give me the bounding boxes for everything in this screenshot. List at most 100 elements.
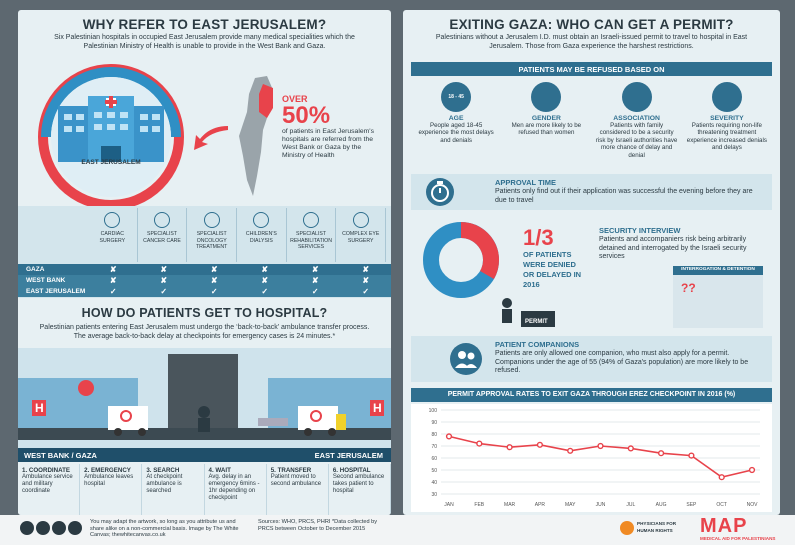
refused-header: PATIENTS MAY BE REFUSED BASED ON (411, 62, 772, 76)
refused-row: 18 - 45 AGE People aged 18-45 experience t… (411, 82, 772, 182)
step-text: Patient moved to second ambulance (270, 474, 322, 487)
region-row: WEST BANK ✘ ✘ ✘ ✘ ✘ ✘ (18, 275, 391, 286)
region-row: GAZA ✘ ✘ ✘ ✘ ✘ ✘ (18, 264, 391, 275)
x-tick-label: AUG (656, 502, 667, 508)
refused-text: Patients requiring non-life threatening … (686, 122, 767, 152)
y-tick-label: 80 (431, 432, 437, 438)
right-intro: Palestinians without a Jerusalem I.D. mu… (435, 34, 748, 50)
region-mark: ✓ (210, 287, 218, 296)
refused-title: AGE (448, 115, 464, 122)
specialty-cell: CARDIAC SURGERY (88, 208, 138, 262)
left-intro: Six Palestinian hospitals in occupied Ea… (54, 34, 355, 50)
refused-title: GENDER (531, 115, 561, 122)
approval-line-chart: 100 90 80 70 60 50 40 30 JAN FEB MAR APR MAY JUN JUL AU… (411, 404, 772, 512)
refused-text: Patients with family considered to be a … (595, 122, 678, 159)
specialties-header: CARDIAC SURGERY SPECIALIST CANCER CARE SPE… (88, 208, 387, 262)
data-point (718, 474, 725, 481)
cc-icon (20, 521, 34, 535)
approval-block: APPROVAL TIME Patients only find out if … (411, 174, 772, 210)
phr-logo-icon (620, 521, 634, 535)
road-right-label: EAST JERUSALEM (314, 451, 383, 460)
step-title: 3. SEARCH (146, 467, 180, 474)
left-title: WHY REFER TO EAST JERUSALEM? (82, 17, 327, 32)
refused-title: SEVERITY (710, 115, 744, 122)
region-mark: ✓ (362, 287, 370, 296)
section2-title: HOW DO PATIENTS GET TO HOSPITAL? (81, 306, 328, 320)
specialty-cell: SPECIALIST REHABILITATION SERVICES (287, 208, 337, 262)
stat-over: OVER (282, 94, 308, 104)
step-cell: 6. HOSPITAL Second ambulance takes patien… (329, 464, 391, 515)
x-tick-label: NOV (747, 502, 759, 508)
region-mark: ✘ (362, 265, 370, 274)
security-text: Patients and accompaniers risk being arb… (599, 236, 747, 260)
step-cell: 4. WAIT Avg. delay in an emergency 6mins … (205, 464, 267, 515)
data-point (748, 466, 756, 474)
companions-title: PATIENT COMPANIONS (495, 340, 580, 349)
data-point (688, 452, 695, 459)
fraction-value: 1/3 (523, 225, 554, 250)
data-point (567, 447, 574, 454)
step-cell: 5. TRANSFER Patient moved to second ambul… (267, 464, 329, 515)
data-point (445, 433, 453, 440)
data-point (658, 450, 665, 457)
region-mark: ✘ (261, 276, 269, 285)
step-title: 6. HOSPITAL (332, 467, 371, 474)
companions-text: Patients are only allowed one companion,… (495, 350, 749, 374)
waiting-patient-illustration: PERMIT (502, 298, 555, 327)
map-sub: MEDICAL AID FOR PALESTINIANS (700, 536, 776, 541)
step-text: Ambulance service and military coordinat… (22, 474, 73, 494)
stat-value: 50% (282, 102, 331, 129)
sources-text: Sources: WHO, PRCS, PHRI *Data collected… (258, 519, 378, 532)
specialty-icon (253, 212, 270, 228)
one-third-donut (423, 222, 499, 298)
specialty-label: COMPLEX EYE SURGERY (342, 231, 380, 244)
section2-intro: Palestinian patients entering East Jerus… (39, 324, 370, 340)
right-panel: EXITING GAZA: WHO CAN GET A PERMIT? Pale… (403, 10, 780, 515)
checkpoint-illustration: H H (18, 348, 391, 448)
specialty-icon (203, 212, 220, 228)
region-mark: ✘ (109, 265, 117, 274)
svg-text:H: H (35, 401, 44, 415)
step-cell: 3. SEARCH At checkpoint ambulance is sear… (142, 464, 205, 515)
region-mark: ✓ (261, 287, 269, 296)
approval-text: Patients only find out if their applicat… (495, 188, 753, 204)
region-mark: ✘ (210, 276, 218, 285)
specialty-cell: CHILDREN'S DIALYSIS (237, 208, 287, 262)
ambulance-right (298, 406, 346, 436)
step-text: At checkpoint ambulance is searched (146, 474, 183, 494)
refused-item: ASSOCIATION Patients with family consider… (592, 82, 682, 182)
region-mark: ✘ (311, 276, 319, 285)
y-tick-label: 40 (431, 480, 437, 486)
security-title: SECURITY INTERVIEW (599, 226, 681, 235)
region-label: WEST BANK (26, 277, 66, 284)
region-mark: ✘ (109, 276, 117, 285)
specialty-cell: SPECIALIST ONCOLOGY TREATMENT (187, 208, 238, 262)
specialty-label: SPECIALIST CANCER CARE (143, 231, 181, 244)
license-text: You may adapt the artwork, so long as yo… (90, 519, 239, 538)
question-marks: ?? (681, 281, 696, 295)
steps-row: 1. COORDINATE Ambulance service and milit… (18, 464, 391, 515)
x-tick-label: JUL (626, 502, 635, 508)
fraction-text: OF PATIENTS WERE DENIED OR DELAYED IN 20… (523, 250, 582, 289)
by-icon (36, 521, 50, 535)
specialty-cell: COMPLEX EYE SURGERY (336, 208, 387, 262)
ambulance-left (108, 406, 148, 436)
region-mark: ✘ (311, 265, 319, 274)
data-point (597, 442, 604, 450)
refused-title: ASSOCIATION (613, 115, 660, 122)
region-row: EAST JERUSALEM ✓ ✓ ✓ ✓ ✓ ✓ (18, 286, 391, 297)
region-mark: ✘ (160, 276, 168, 285)
region-mark: ✓ (160, 287, 168, 296)
x-tick-label: OCT (716, 502, 727, 508)
specialty-icon (104, 212, 121, 228)
companions-icon (450, 343, 482, 375)
step-text: Avg. delay in an emergency 6mins - 1hr d… (208, 474, 260, 501)
step-title: 2. EMERGENCY (84, 467, 131, 474)
refused-icon (711, 82, 742, 112)
region-mark: ✘ (160, 265, 168, 274)
region-label: EAST JERUSALEM (26, 288, 86, 295)
y-tick-label: 90 (431, 420, 437, 426)
x-tick-label: SEP (686, 502, 697, 508)
specialty-label: SPECIALIST ONCOLOGY TREATMENT (196, 231, 228, 250)
x-tick-label: MAR (504, 502, 515, 508)
